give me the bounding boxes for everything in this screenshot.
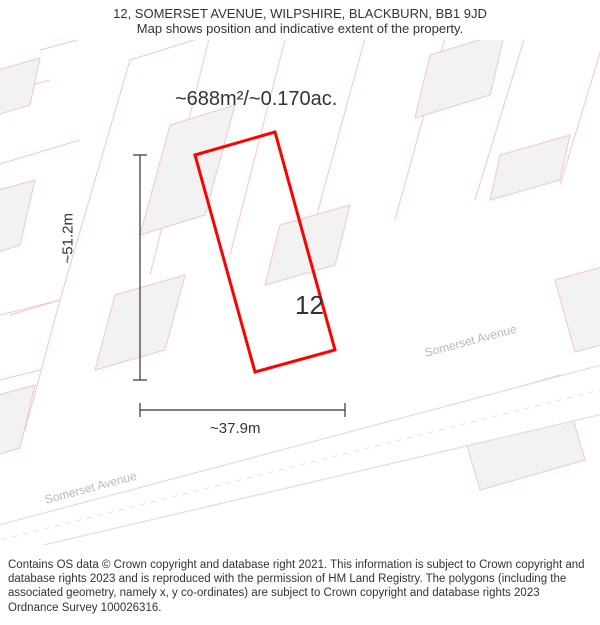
copyright-footer: Contains OS data © Crown copyright and d… [0, 552, 600, 625]
page-title: 12, SOMERSET AVENUE, WILPSHIRE, BLACKBUR… [10, 6, 590, 21]
height-dimension-label: ~51.2m [60, 213, 77, 263]
width-dimension-label: ~37.9m [210, 420, 260, 437]
map-container: ~688m²/~0.170ac. ~51.2m ~37.9m 12 Somers… [0, 40, 600, 545]
page-subtitle: Map shows position and indicative extent… [10, 21, 590, 36]
house-number-label: 12 [295, 290, 324, 321]
area-label: ~688m²/~0.170ac. [175, 88, 337, 111]
